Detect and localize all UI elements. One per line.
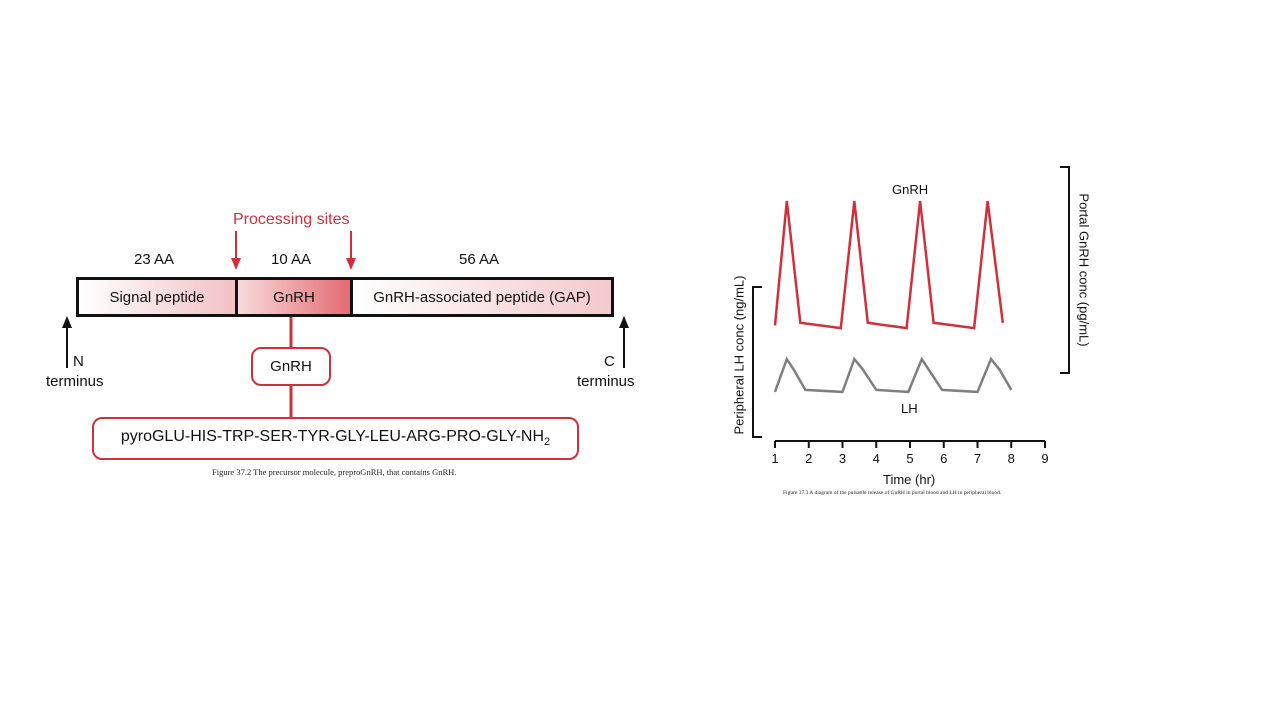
- n-terminus-arrow: [62, 316, 72, 368]
- aa-count-gap: 56 AA: [459, 251, 500, 268]
- n-terminus-label: terminus: [46, 373, 104, 390]
- gap-segment: GnRH-associated peptide (GAP): [350, 277, 614, 317]
- figure-37-2-caption: Figure 37.2 The precursor molecule, prep…: [212, 467, 457, 477]
- series-line-gnrh: [773, 200, 1005, 330]
- x-tick-label-9: 9: [1041, 451, 1048, 466]
- x-tick-label-4: 4: [873, 451, 880, 466]
- figure-37-3-caption: Figure 37.3 A diagram of the pulsatile r…: [783, 490, 1002, 496]
- sequence-box: pyroGLU-HIS-TRP-SER-TYR-GLY-LEU-ARG-PRO-…: [92, 417, 579, 460]
- x-tick-label-5: 5: [906, 451, 913, 466]
- x-tick-label-6: 6: [940, 451, 947, 466]
- x-tick-label-1: 1: [771, 451, 778, 466]
- n-label: N: [73, 353, 84, 370]
- processing-arrow-1: [231, 231, 241, 270]
- lh-axis-bracket: [752, 286, 762, 438]
- sequence-subscript: 2: [544, 436, 551, 449]
- gnrh-segment-label: GnRH: [273, 288, 315, 306]
- processing-arrow-2: [346, 231, 356, 270]
- gnrh-box-label: GnRH: [270, 358, 312, 375]
- c-terminus-label: terminus: [577, 373, 635, 390]
- x-tick-label-7: 7: [974, 451, 981, 466]
- series-label-gnrh: GnRH: [892, 182, 929, 197]
- gnrh-axis-bracket: [1060, 166, 1070, 374]
- processing-sites-label: Processing sites: [233, 211, 350, 228]
- aa-count-signal: 23 AA: [134, 251, 175, 268]
- gap-segment-label: GnRH-associated peptide (GAP): [373, 288, 591, 306]
- x-axis-label: Time (hr): [883, 472, 936, 487]
- aa-count-gnrh: 10 AA: [271, 251, 312, 268]
- signal-peptide-label: Signal peptide: [109, 288, 205, 306]
- sequence-text: pyroGLU-HIS-TRP-SER-TYR-GLY-LEU-ARG-PRO-…: [121, 428, 550, 448]
- x-tick-label-3: 3: [839, 451, 846, 466]
- gnrh-segment: GnRH: [235, 277, 353, 317]
- y-axis-label-left: Peripheral LH conc (ng/mL): [731, 275, 747, 435]
- x-ticks: 1 2 3 4 5 6 7 8 9: [771, 441, 1049, 466]
- x-tick-label-8: 8: [1008, 451, 1015, 466]
- series-line-lh: [773, 356, 1013, 394]
- x-tick-label-2: 2: [805, 451, 812, 466]
- series-label-lh: LH: [901, 401, 918, 416]
- c-terminus-arrow: [619, 316, 629, 368]
- sequence-main: pyroGLU-HIS-TRP-SER-TYR-GLY-LEU-ARG-PRO-…: [120, 428, 545, 446]
- c-label: C: [604, 353, 615, 370]
- y-axis-label-right: Portal GnRH conc (pg/mL): [1076, 193, 1092, 347]
- gnrh-box: GnRH: [251, 347, 331, 386]
